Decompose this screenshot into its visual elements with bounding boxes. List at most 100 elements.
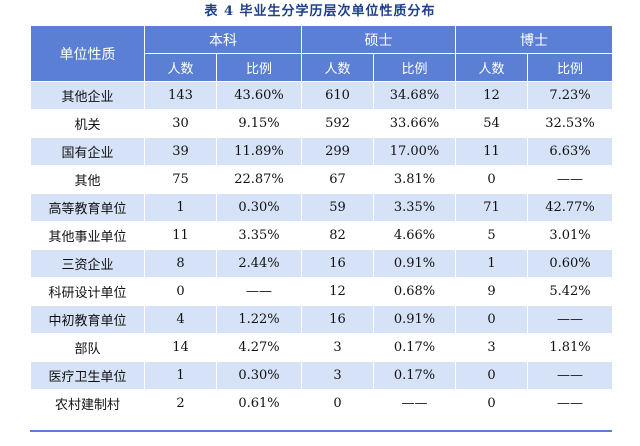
table-row: 国有企业 39 11.89% 299 17.00% 11 6.63% bbox=[30, 137, 613, 166]
count-cell: 11 bbox=[455, 137, 528, 166]
ratio-cell: 3.01% bbox=[527, 221, 613, 250]
count-cell: 16 bbox=[301, 249, 374, 278]
ratio-cell: 6.63% bbox=[527, 137, 613, 166]
ratio-cell: 0.30% bbox=[216, 361, 302, 390]
unit-type-cell: 中初教育单位 bbox=[30, 305, 145, 334]
ratio-cell: 1.22% bbox=[216, 305, 302, 334]
count-cell: 143 bbox=[144, 81, 217, 110]
ratio-cell: 2.44% bbox=[216, 249, 302, 278]
ratio-cell: 4.27% bbox=[216, 333, 302, 362]
ratio-cell: 33.66% bbox=[373, 109, 456, 138]
ratio-cell: 42.77% bbox=[527, 193, 613, 222]
count-cell: 67 bbox=[301, 165, 374, 194]
ratio-cell: 0.30% bbox=[216, 193, 302, 222]
count-cell: 0 bbox=[455, 361, 528, 390]
count-cell: 610 bbox=[301, 81, 374, 110]
category-header: 单位性质 bbox=[30, 25, 145, 82]
table-row: 机关 30 9.15% 592 33.66% 54 32.53% bbox=[30, 109, 613, 138]
ratio-cell: —— bbox=[527, 165, 613, 194]
unit-type-cell: 国有企业 bbox=[30, 137, 145, 166]
count-cell: 0 bbox=[301, 389, 374, 418]
unit-type-cell: 三资企业 bbox=[30, 249, 145, 278]
count-cell: 299 bbox=[301, 137, 374, 166]
count-cell: 12 bbox=[455, 81, 528, 110]
count-cell: 11 bbox=[144, 221, 217, 250]
ratio-cell: 9.15% bbox=[216, 109, 302, 138]
ratio-cell: 0.91% bbox=[373, 249, 456, 278]
ratio-cell: —— bbox=[527, 389, 613, 418]
ratio-cell: 1.81% bbox=[527, 333, 613, 362]
ratio-cell: 4.66% bbox=[373, 221, 456, 250]
header-row-subcolumns: 人数 比例 人数 比例 人数 比例 bbox=[31, 53, 613, 82]
ratio-cell: —— bbox=[373, 389, 456, 418]
group-header-bachelor: 本科 bbox=[144, 25, 302, 54]
table-row: 科研设计单位 0 —— 12 0.68% 9 5.42% bbox=[30, 277, 613, 306]
count-cell: 592 bbox=[301, 109, 374, 138]
count-cell: 82 bbox=[301, 221, 374, 250]
ratio-cell: —— bbox=[216, 277, 302, 306]
unit-type-cell: 农村建制村 bbox=[30, 389, 145, 418]
ratio-cell: 43.60% bbox=[216, 81, 302, 110]
count-header: 人数 bbox=[301, 53, 374, 82]
count-header: 人数 bbox=[455, 53, 528, 82]
header-row-groups: 单位性质 本科 硕士 博士 bbox=[30, 25, 613, 82]
count-cell: 8 bbox=[144, 249, 217, 278]
count-cell: 0 bbox=[455, 165, 528, 194]
count-cell: 75 bbox=[144, 165, 217, 194]
table-row: 其他企业 143 43.60% 610 34.68% 12 7.23% bbox=[30, 81, 613, 110]
count-cell: 39 bbox=[144, 137, 217, 166]
unit-type-cell: 其他 bbox=[30, 165, 145, 194]
count-cell: 0 bbox=[455, 389, 528, 418]
ratio-cell: 34.68% bbox=[373, 81, 456, 110]
ratio-header: 比例 bbox=[527, 53, 613, 82]
ratio-cell: 17.00% bbox=[373, 137, 456, 166]
table-row: 医疗卫生单位 1 0.30% 3 0.17% 0 —— bbox=[30, 361, 613, 390]
ratio-cell: 11.89% bbox=[216, 137, 302, 166]
group-header-master: 硕士 bbox=[301, 25, 456, 54]
count-cell: 3 bbox=[455, 333, 528, 362]
unit-type-cell: 其他企业 bbox=[30, 81, 145, 110]
unit-type-cell: 科研设计单位 bbox=[30, 277, 145, 306]
table-row: 三资企业 8 2.44% 16 0.91% 1 0.60% bbox=[30, 249, 613, 278]
count-cell: 3 bbox=[301, 361, 374, 390]
count-cell: 14 bbox=[144, 333, 217, 362]
count-cell: 1 bbox=[455, 249, 528, 278]
unit-type-cell: 高等教育单位 bbox=[30, 193, 145, 222]
ratio-cell: 0.17% bbox=[373, 333, 456, 362]
count-cell: 1 bbox=[144, 361, 217, 390]
count-cell: 71 bbox=[455, 193, 528, 222]
count-cell: 16 bbox=[301, 305, 374, 334]
ratio-cell: 22.87% bbox=[216, 165, 302, 194]
count-cell: 4 bbox=[144, 305, 217, 334]
ratio-header: 比例 bbox=[216, 53, 302, 82]
count-cell: 0 bbox=[144, 277, 217, 306]
ratio-cell: 0.60% bbox=[527, 249, 613, 278]
table-bottom-rule bbox=[30, 430, 612, 432]
table-caption: 表 4 毕业生分学历层次单位性质分布 bbox=[204, 4, 436, 19]
ratio-cell: 5.42% bbox=[527, 277, 613, 306]
ratio-cell: 0.17% bbox=[373, 361, 456, 390]
count-cell: 59 bbox=[301, 193, 374, 222]
ratio-cell: 0.68% bbox=[373, 277, 456, 306]
table-body: 其他企业 143 43.60% 610 34.68% 12 7.23% 机关 30 9.15% 59… bbox=[30, 81, 613, 418]
count-cell: 30 bbox=[144, 109, 217, 138]
unit-type-cell: 医疗卫生单位 bbox=[30, 361, 145, 390]
unit-type-cell: 其他事业单位 bbox=[30, 221, 145, 250]
distribution-table: 单位性质 本科 硕士 博士 人数 比例 人数 比例 人数 比例 其他企业 143 4… bbox=[30, 25, 613, 418]
ratio-cell: 0.61% bbox=[216, 389, 302, 418]
ratio-cell: —— bbox=[527, 361, 613, 390]
count-cell: 0 bbox=[455, 305, 528, 334]
unit-type-cell: 部队 bbox=[30, 333, 145, 362]
count-header: 人数 bbox=[144, 53, 217, 82]
ratio-cell: 0.91% bbox=[373, 305, 456, 334]
count-cell: 2 bbox=[144, 389, 217, 418]
table-row: 中初教育单位 4 1.22% 16 0.91% 0 —— bbox=[30, 305, 613, 334]
ratio-cell: —— bbox=[527, 305, 613, 334]
unit-type-cell: 机关 bbox=[30, 109, 145, 138]
ratio-cell: 32.53% bbox=[527, 109, 613, 138]
count-cell: 9 bbox=[455, 277, 528, 306]
ratio-header: 比例 bbox=[373, 53, 456, 82]
group-header-doctor: 博士 bbox=[455, 25, 613, 54]
count-cell: 12 bbox=[301, 277, 374, 306]
table-row: 部队 14 4.27% 3 0.17% 3 1.81% bbox=[30, 333, 613, 362]
